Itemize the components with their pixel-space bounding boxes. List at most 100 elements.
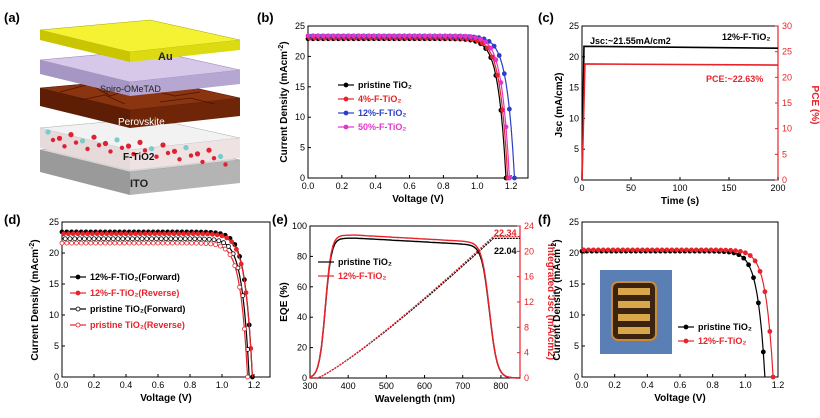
d-data-point — [78, 240, 84, 246]
b-frame — [307, 25, 529, 179]
e-legend-label: 12%-F-TiO₂ — [338, 271, 386, 281]
d-data-point — [106, 236, 111, 242]
d-data-point — [70, 231, 76, 237]
f-data-point — [654, 247, 660, 253]
f-x-tick-label: 1.2 — [772, 380, 785, 390]
tio2-atom — [96, 143, 102, 148]
f-data-point — [713, 247, 719, 253]
e-annotation-red: 22.34 — [494, 228, 517, 238]
b-data-point — [427, 33, 433, 39]
c-jsc-line — [581, 45, 779, 181]
inset-electrode — [618, 314, 650, 321]
f-legend-marker — [683, 338, 689, 344]
e-y-axis-label: EQE (%) — [279, 282, 290, 321]
c-y2-tick-label: 30 — [782, 21, 792, 31]
d-data-point — [120, 236, 126, 242]
inset-electrode — [618, 301, 650, 308]
d-data-point — [187, 236, 193, 242]
d-data-point — [197, 236, 203, 242]
c-y2-tick-label: 20 — [782, 72, 792, 82]
d-data-point — [101, 236, 106, 242]
e-integrated-line — [310, 235, 520, 379]
d-data-point — [200, 231, 206, 237]
f-data-point — [738, 248, 743, 254]
chart-e: 300 400 500 600 700 800 0 20 40 60 80 100 0 4 8 12 16 20 2… — [279, 221, 556, 405]
tio2-atom — [165, 150, 171, 156]
d-data-point — [109, 231, 114, 237]
e-y-tick-label: 0 — [302, 373, 307, 383]
d-data-point — [203, 241, 209, 246]
f-data-point — [723, 247, 729, 253]
d-data-point — [122, 240, 127, 246]
e-x-tick-label: 400 — [341, 381, 356, 391]
b-data-point — [498, 80, 504, 85]
d-x-tick-label: 0.2 — [88, 380, 101, 390]
f-data-point — [674, 247, 680, 253]
tio2-atom — [114, 137, 120, 143]
f-y-tick-label: 10 — [569, 310, 579, 320]
d-data-point — [142, 231, 148, 237]
c-y2-tick-label: 0 — [782, 175, 787, 185]
e-y2-tick-label: 12 — [524, 297, 534, 307]
e-y2-tick-label: 4 — [524, 348, 529, 358]
d-data-point — [227, 252, 233, 258]
d-data-point — [147, 231, 153, 237]
d-data-point — [144, 236, 150, 242]
c-y-axis-label: Jsc (mA/cm2) — [554, 72, 565, 137]
d-x-tick-label: 0.8 — [184, 380, 197, 390]
inset-electrode — [618, 327, 650, 334]
d-y-tick-label: 15 — [49, 279, 59, 289]
e-y-tick-label: 20 — [297, 343, 307, 353]
f-data-point — [762, 289, 768, 295]
f-data-point — [760, 349, 766, 355]
tio2-atom — [131, 151, 136, 157]
d-data-point — [184, 240, 190, 246]
d-data-point — [93, 240, 98, 246]
d-data-point — [225, 244, 231, 249]
f-data-point — [591, 247, 596, 253]
panel-a-label: (a) — [4, 10, 20, 25]
d-data-point — [181, 231, 187, 237]
b-data-point — [447, 33, 453, 39]
b-data-point — [462, 33, 468, 39]
tio2-atom — [223, 162, 228, 167]
d-data-point — [66, 231, 71, 237]
c-x-tick-label: 0 — [579, 183, 584, 193]
b-data-point — [473, 34, 478, 40]
tio2-layer-right — [130, 138, 240, 170]
tio2-atom — [45, 129, 51, 135]
c-x-tick-label: 50 — [626, 183, 636, 193]
inset-device — [611, 281, 657, 341]
b-y-axis-label: Current Density (mAcm-2) — [278, 41, 290, 162]
b-data-point — [341, 33, 346, 39]
d-data-point — [59, 240, 65, 246]
d-data-point — [237, 284, 243, 290]
tio2-atom — [148, 146, 155, 152]
d-data-point — [176, 231, 182, 237]
f-x-tick-label: 0.2 — [608, 380, 621, 390]
e-annotation-black: 22.04 — [494, 246, 517, 256]
e-x-tick-label: 500 — [379, 381, 394, 391]
d-data-point — [192, 236, 198, 242]
d-y-tick-label: 20 — [49, 248, 59, 258]
b-series-line — [308, 37, 509, 179]
d-data-point — [67, 236, 73, 242]
d-data-point — [112, 240, 118, 246]
d-data-point — [152, 231, 158, 237]
chart-b: 0.0 0.2 0.4 0.6 0.8 1.0 1.2 0 5 10 15 20 25 Voltage (… — [278, 21, 529, 205]
tio2-atom — [79, 138, 86, 144]
f-data-point — [689, 247, 694, 253]
au-layer-left — [40, 30, 130, 62]
d-data-point — [241, 326, 247, 332]
d-data-point — [205, 231, 211, 237]
d-data-point — [90, 231, 95, 237]
b-series-line — [308, 35, 510, 179]
b-legend-label: pristine TiO₂ — [358, 80, 412, 90]
b-data-point — [346, 33, 352, 39]
b-data-point — [330, 33, 336, 39]
c-y-tick-label: 25 — [569, 21, 579, 31]
tio2-atom — [125, 143, 132, 149]
d-y-axis-label: Current Density (mAcm-2) — [29, 239, 41, 360]
b-data-point — [496, 53, 502, 58]
